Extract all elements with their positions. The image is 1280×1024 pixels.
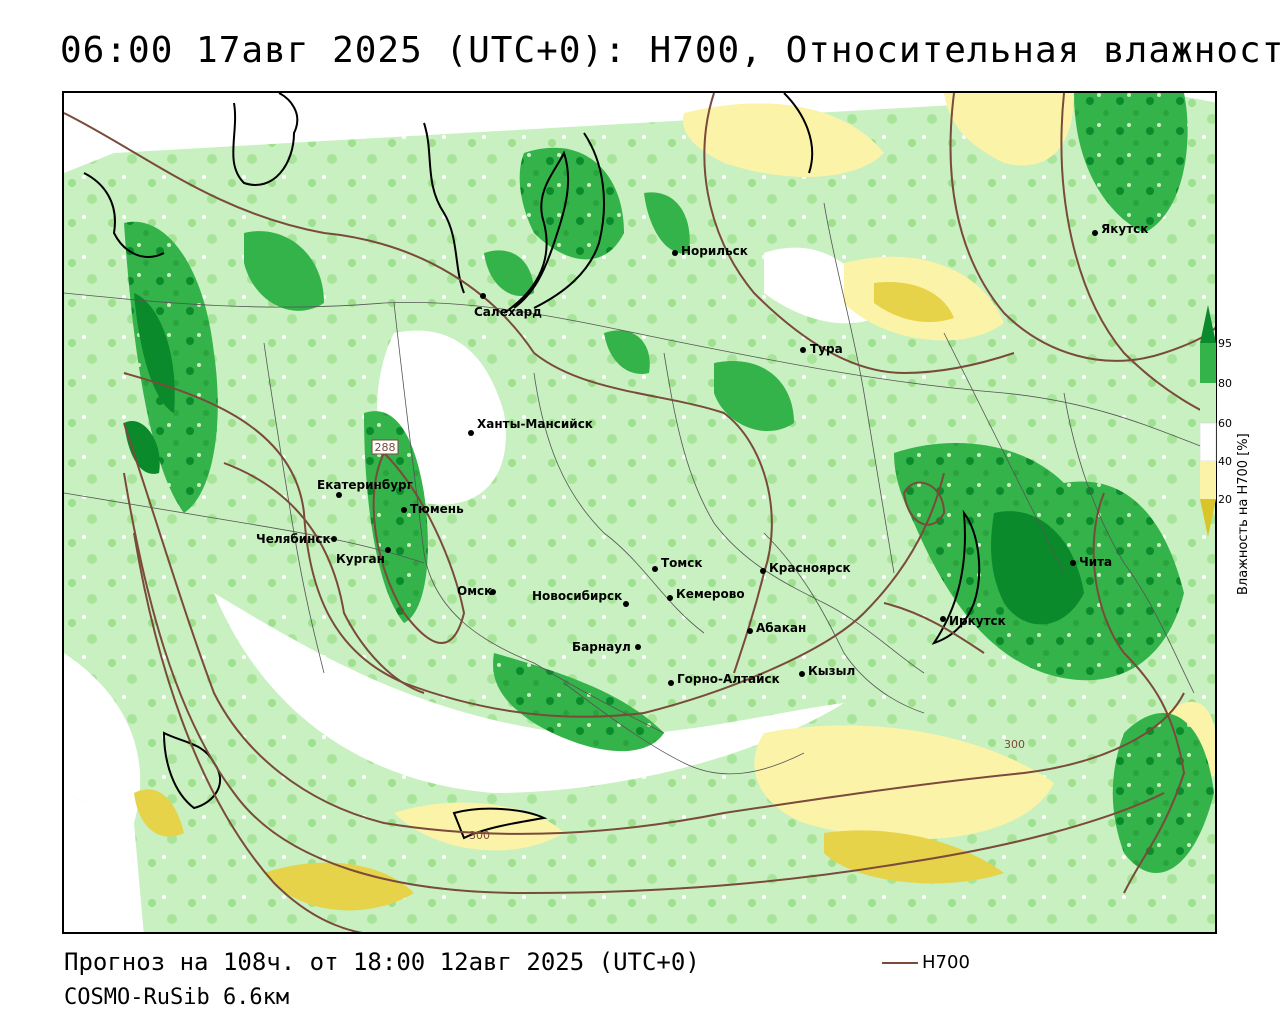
contour-label-300-east: 300 [1004,738,1025,751]
city-dot [1070,560,1076,566]
region-borders [64,202,1215,775]
city-label-norilsk: Норильск [681,244,748,258]
city-label-krasnoyarsk: Красноярск [769,561,851,575]
city-markers: Якутск Норильск Салехард Тура Ханты-Манс… [256,222,1148,686]
city-label-salekhard: Салехард [474,305,542,319]
city-label-novosibirsk: Новосибирск [532,589,622,603]
city-label-irkutsk: Иркутск [949,614,1006,628]
forecast-info: Прогноз на 108ч. от 18:00 12авг 2025 (UT… [64,948,700,976]
city-label-kurgan: Курган [336,552,385,566]
city-dot [800,347,806,353]
contour-key-label: H700 [922,952,970,973]
scale-tick-20: 20 [1218,493,1232,506]
city-label-kemerovo: Кемерово [676,587,745,601]
city-dot [747,628,753,634]
city-label-gorno-altaysk: Горно-Алтайск [677,672,780,686]
city-dot [468,430,474,436]
contour-label-group: 288 300 300 [371,439,1025,842]
scale-band-40-60 [1200,422,1217,462]
map-title: 06:00 17авг 2025 (UTC+0): H700, Относите… [60,30,1280,71]
city-label-tura: Тура [810,342,843,356]
city-dot [799,671,805,677]
city-dot [672,250,678,256]
city-dot [331,536,337,542]
city-dot [401,507,407,513]
city-label-yekaterinburg: Екатеринбург [317,478,413,492]
humidity-field [64,93,1215,932]
city-dot [385,547,391,553]
city-dot [635,644,641,650]
map-panel: 288 300 300 Якутск Норильск Салехард Тур… [62,91,1217,934]
city-label-kyzyl: Кызыл [808,664,855,678]
h700-contours [64,93,1215,932]
scale-tick-40: 40 [1218,455,1232,468]
city-dot [480,293,486,299]
city-dot [652,566,658,572]
contour-key: H700 [882,952,970,973]
city-dot [1092,230,1098,236]
contour-key-line [882,962,918,964]
humidity-color-scale: 95 80 60 40 20 [1200,305,1232,537]
city-dot [623,601,629,607]
city-dot [940,616,946,622]
scale-tick-80: 80 [1218,377,1232,390]
coastlines [83,93,981,840]
city-dot [667,595,673,601]
scale-title: Влажность на H700 [%] [1236,433,1251,595]
scale-band-20-40 [1200,461,1216,499]
city-dot [668,680,674,686]
city-label-chita: Чита [1079,555,1112,569]
city-label-omsk: Омск [457,584,492,598]
city-dot [336,492,342,498]
weather-map: 288 300 300 Якутск Норильск Салехард Тур… [64,93,1215,932]
scale-bottom-arrow [1200,499,1216,537]
city-label-tyumen: Тюмень [410,502,464,516]
scale-top-arrow [1200,305,1216,343]
city-dot [490,589,496,595]
city-label-barnaul: Барнаул [572,640,631,654]
model-name: COSMO-RuSib 6.6км [64,985,290,1010]
city-label-khanty-mansiysk: Ханты-Мансийск [477,417,593,431]
city-label-chelyabinsk: Челябинск [256,532,331,546]
city-label-tomsk: Томск [661,556,703,570]
scale-band-60-80 [1200,383,1216,423]
contour-label-288: 288 [375,441,396,454]
scale-tick-60: 60 [1218,417,1232,430]
city-dot [760,568,766,574]
scale-band-80-95 [1200,343,1216,383]
city-label-yakutsk: Якутск [1101,222,1148,236]
city-label-abakan: Абакан [756,621,806,635]
scale-tick-95: 95 [1218,337,1232,350]
contour-label-300-south: 300 [469,829,490,842]
